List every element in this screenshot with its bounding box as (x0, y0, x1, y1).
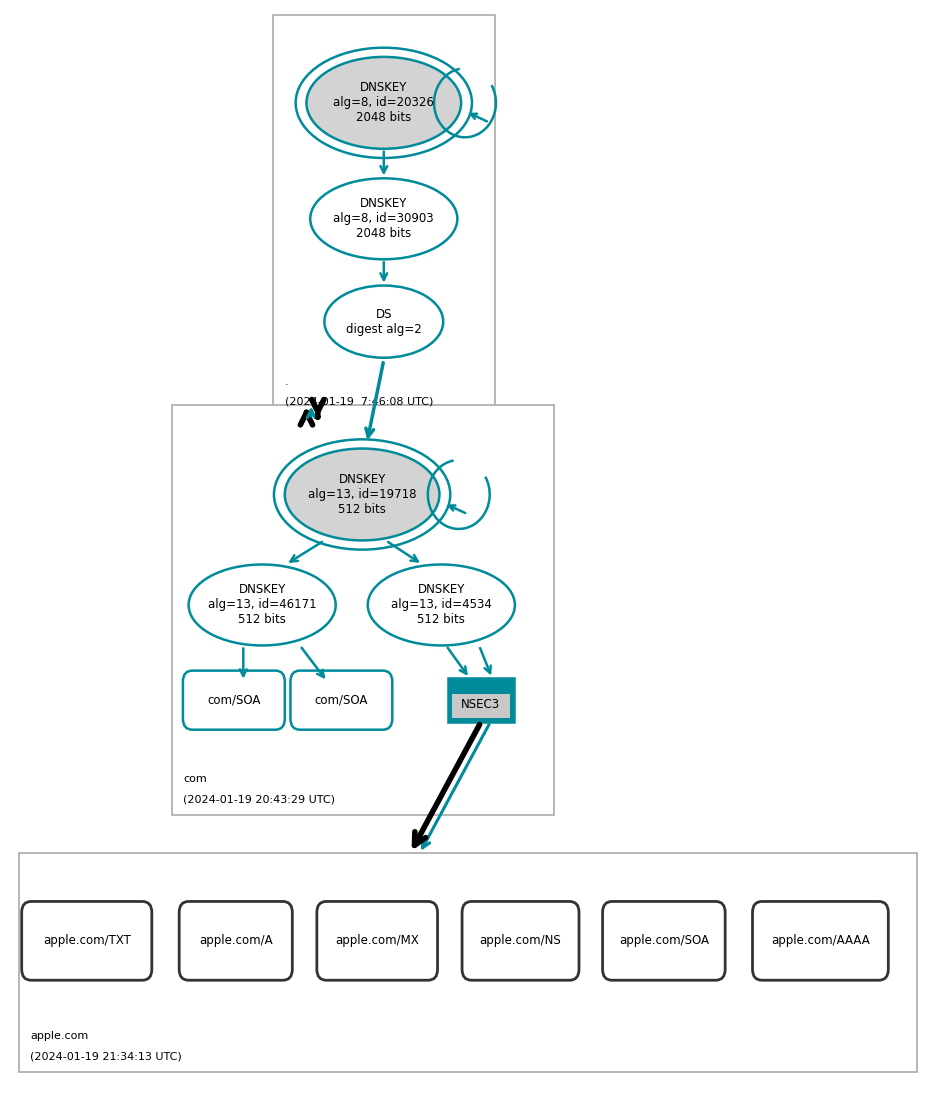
Text: (2024-01-19  7:46:08 UTC): (2024-01-19 7:46:08 UTC) (285, 397, 433, 407)
Text: (2024-01-19 20:43:29 UTC): (2024-01-19 20:43:29 UTC) (183, 794, 335, 804)
Text: DNSKEY
alg=13, id=19718
512 bits: DNSKEY alg=13, id=19718 512 bits (307, 473, 417, 516)
FancyBboxPatch shape (179, 901, 292, 980)
Ellipse shape (189, 565, 336, 645)
Text: DS
digest alg=2: DS digest alg=2 (346, 307, 422, 336)
Text: DNSKEY
alg=8, id=20326
2048 bits: DNSKEY alg=8, id=20326 2048 bits (334, 81, 434, 125)
Text: apple.com: apple.com (30, 1032, 89, 1041)
Text: apple.com/AAAA: apple.com/AAAA (771, 934, 869, 947)
Text: apple.com/A: apple.com/A (199, 934, 273, 947)
FancyBboxPatch shape (462, 901, 579, 980)
Bar (448, 678, 514, 722)
Text: com/SOA: com/SOA (207, 694, 260, 707)
Ellipse shape (306, 57, 461, 149)
Bar (273, 15, 495, 418)
Bar (19, 853, 917, 1072)
FancyBboxPatch shape (753, 901, 888, 980)
Bar (172, 405, 554, 815)
Bar (452, 683, 510, 718)
Text: (2024-01-19 21:34:13 UTC): (2024-01-19 21:34:13 UTC) (30, 1051, 182, 1061)
Text: .: . (285, 377, 289, 387)
Text: DNSKEY
alg=13, id=46171
512 bits: DNSKEY alg=13, id=46171 512 bits (207, 583, 317, 627)
Text: apple.com/SOA: apple.com/SOA (619, 934, 709, 947)
Text: DNSKEY
alg=13, id=4534
512 bits: DNSKEY alg=13, id=4534 512 bits (391, 583, 491, 627)
FancyBboxPatch shape (317, 901, 438, 980)
Ellipse shape (285, 449, 439, 540)
FancyBboxPatch shape (183, 671, 285, 730)
Text: NSEC3: NSEC3 (461, 698, 501, 711)
Ellipse shape (310, 178, 457, 259)
Bar (452, 683, 510, 694)
Ellipse shape (368, 565, 515, 645)
FancyBboxPatch shape (22, 901, 152, 980)
FancyBboxPatch shape (603, 901, 725, 980)
Text: DNSKEY
alg=8, id=30903
2048 bits: DNSKEY alg=8, id=30903 2048 bits (334, 197, 434, 241)
Ellipse shape (324, 286, 443, 358)
Text: apple.com/NS: apple.com/NS (480, 934, 561, 947)
Text: apple.com/MX: apple.com/MX (336, 934, 419, 947)
Text: com/SOA: com/SOA (315, 694, 368, 707)
Text: com: com (183, 775, 207, 784)
Text: apple.com/TXT: apple.com/TXT (42, 934, 131, 947)
FancyBboxPatch shape (290, 671, 392, 730)
